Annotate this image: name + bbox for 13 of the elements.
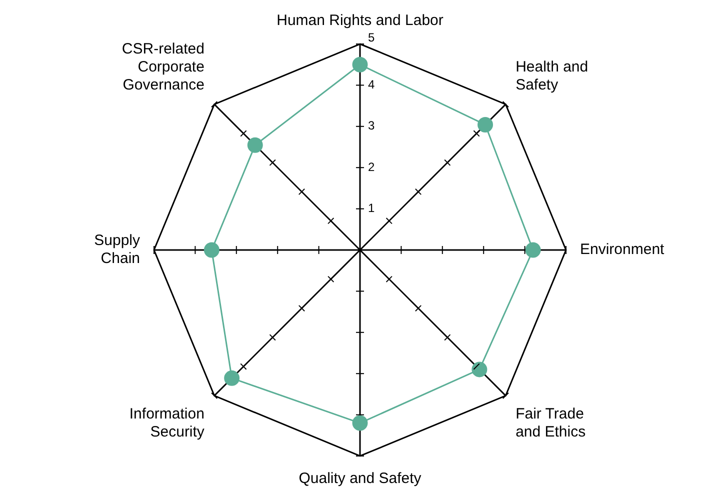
spoke-label: Health and Safety [516,58,588,94]
y-tick-label: 5 [368,30,375,44]
y-tick-label: 1 [368,201,375,216]
spoke-label: Human Rights and Labor [276,12,444,30]
y-tick-label: 2 [368,160,375,174]
y-tick-label: 3 [368,118,375,133]
spoke-label: Supply Chain [94,232,140,268]
spoke-label: CSR-related Corporate Governance [122,40,204,94]
spoke-label: Environment [580,241,666,258]
spoke-label: Information Security [129,406,205,441]
spoke-label: Quality and Safety [298,470,422,488]
spoke-label: Fair Trade and Ethics [516,406,586,441]
y-tick-label: 4 [368,78,375,92]
